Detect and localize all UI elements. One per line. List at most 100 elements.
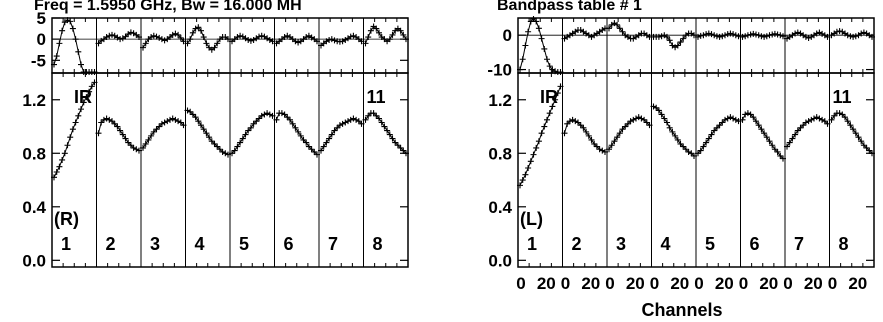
data-point (674, 42, 681, 49)
data-point (583, 128, 590, 135)
x-tick-label: 20 (715, 274, 734, 293)
series-subband-6 (739, 30, 786, 40)
data-point (303, 34, 310, 41)
data-point (813, 114, 820, 121)
data-point (247, 124, 254, 131)
data-point (844, 118, 851, 125)
data-point (353, 116, 360, 123)
data-point (187, 36, 194, 43)
data-point (148, 132, 155, 139)
data-point (295, 39, 302, 46)
data-point (78, 106, 84, 113)
data-point (373, 112, 380, 119)
data-point (688, 150, 695, 157)
data-point (253, 118, 260, 125)
data-point (350, 115, 357, 122)
data-point (331, 127, 338, 134)
data-point (158, 120, 165, 127)
data-point (225, 36, 231, 43)
data-point (552, 96, 559, 103)
data-point (59, 156, 66, 163)
data-point (355, 118, 362, 125)
data-point (784, 143, 790, 150)
data-point (742, 33, 749, 40)
data-point (691, 32, 697, 39)
data-point (234, 143, 241, 150)
data-point (824, 120, 831, 127)
data-point (378, 119, 385, 126)
y-tick-label: 1.2 (488, 91, 512, 110)
subband-label: 2 (106, 234, 116, 254)
data-point (774, 148, 781, 155)
data-point (722, 32, 728, 39)
data-point (140, 44, 146, 51)
data-point (522, 171, 529, 178)
data-point (172, 116, 179, 123)
subband-label: 1 (61, 234, 71, 254)
data-point (247, 37, 254, 44)
data-point (222, 150, 229, 157)
data-point (198, 27, 204, 34)
data-point (664, 119, 670, 126)
antenna-annotation: 11 (367, 87, 386, 107)
data-point (519, 177, 526, 184)
data-point (716, 122, 723, 129)
series-subband-1 (517, 16, 564, 75)
data-point (384, 127, 391, 134)
data-point (400, 147, 407, 154)
data-point (703, 31, 710, 38)
data-point (231, 147, 238, 154)
data-point (850, 33, 857, 40)
data-point (763, 134, 770, 141)
data-point (177, 34, 184, 41)
data-point (541, 45, 548, 52)
data-point (750, 30, 757, 37)
data-point (732, 116, 739, 123)
y-tick-label: 0 (37, 30, 46, 49)
data-point (614, 134, 621, 141)
data-point (761, 33, 768, 40)
data-point (697, 147, 704, 154)
data-point (739, 116, 746, 123)
data-point (777, 152, 784, 159)
data-point (397, 144, 404, 151)
data-point (677, 140, 684, 147)
data-point (114, 123, 121, 130)
data-point (127, 142, 134, 149)
data-point (517, 182, 523, 189)
data-point (400, 31, 407, 38)
data-point (525, 164, 532, 171)
data-point (627, 118, 634, 125)
data-point (561, 130, 568, 137)
data-point (189, 111, 196, 118)
data-point (142, 140, 149, 147)
data-point (744, 32, 751, 39)
series-subband-3 (606, 114, 653, 153)
data-point (80, 99, 87, 106)
series-subband-5 (695, 114, 742, 157)
data-point (130, 144, 137, 151)
plot-area: 5 0 -5 1.2 0.8 0.4 0.0 1 2 3 4 5 6 7 8 (R) IR 11 0 -10 1.2 0.… (22, 9, 875, 293)
data-point (593, 143, 600, 150)
data-point (200, 126, 207, 133)
data-point (624, 120, 631, 127)
data-point (750, 114, 757, 121)
y-tick-label: -10 (487, 61, 512, 80)
data-point (69, 25, 76, 32)
data-point (347, 116, 354, 123)
data-point (106, 32, 113, 39)
data-point (828, 116, 835, 123)
series-subband-2 (561, 25, 608, 42)
data-point (863, 144, 870, 151)
data-point (256, 115, 262, 122)
data-point (666, 37, 673, 44)
data-point (697, 32, 704, 39)
data-point (695, 150, 701, 157)
x-tick-label: 0 (605, 274, 614, 293)
data-point (389, 31, 396, 38)
data-point (866, 147, 873, 154)
data-point (376, 29, 382, 36)
data-point (362, 40, 369, 47)
data-point (588, 136, 595, 143)
